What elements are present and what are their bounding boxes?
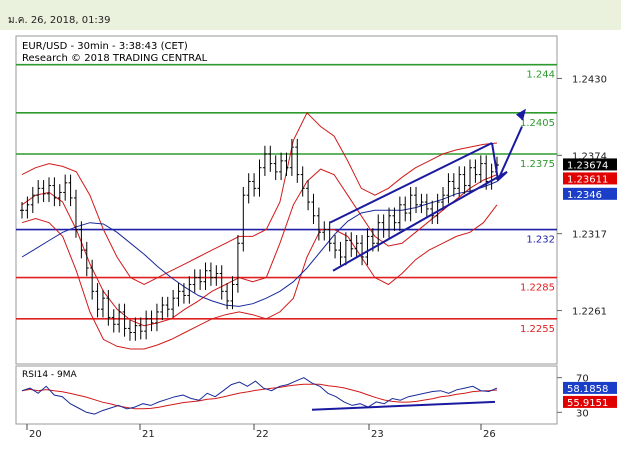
rsi-badge-1-text: 55.9151 (567, 398, 608, 409)
chart-title: EUR/USD - 30min - 3:38:43 (CET) (22, 41, 188, 52)
datetime-label: ม.ค. 26, 2018, 01:39 (8, 15, 111, 26)
chart-subtitle: Research © 2018 TRADING CENTRAL (22, 53, 208, 64)
rsi-trend-line (311, 400, 496, 411)
level-label-2: 1.2375 (520, 159, 555, 170)
rsi-panel (15, 365, 558, 425)
price-badge-1-text: 1.23611 (567, 174, 608, 185)
moving-averages (21, 168, 498, 327)
x-tick-label-2: 22 (256, 429, 269, 440)
x-tick-label-3: 23 (371, 429, 384, 440)
price-badge-2-box (563, 187, 617, 200)
level-label-4: 1.2285 (520, 283, 555, 294)
price-bars (20, 138, 499, 341)
trend-channel (329, 108, 526, 272)
blue-ma-line (21, 181, 498, 307)
level-label-0: 1.244 (526, 70, 555, 81)
bollinger-lower-line (21, 204, 498, 350)
y-tick-label-3: 1.2261 (572, 307, 607, 318)
rsi-tick-label-0: 70 (576, 374, 589, 385)
rsi-badge-0-box (563, 381, 617, 394)
rsi-title: RSI14 - 9MA (22, 370, 78, 380)
rsi-tick-label-1: 30 (576, 408, 589, 419)
x-tick-label-1: 21 (142, 429, 155, 440)
channel-upper-line (329, 142, 493, 224)
x-tick-label-4: 26 (483, 429, 496, 440)
price-badge-0-box (563, 158, 617, 171)
rsi-badge-1-box (563, 395, 617, 408)
level-lines: 1.244 1.2405 1.2375 1.232 1.2285 1.2255 (16, 63, 557, 335)
x-tick-label-0: 20 (29, 429, 42, 440)
level-label-1: 1.2405 (520, 118, 555, 129)
price-badges: 1.23674 1.23611 1.2346 58.1858 55.9151 (563, 158, 617, 409)
price-badge-1-box (563, 172, 617, 185)
rsi-lines (21, 377, 498, 415)
y-tick-label-2: 1.2317 (572, 230, 607, 241)
forecast-arrow-head (516, 108, 526, 121)
rsi-badge-0-text: 58.1858 (567, 384, 608, 395)
price-badge-0-text: 1.23674 (567, 160, 608, 171)
channel-lower-line (332, 170, 508, 272)
y-tick-label-0: 1.2430 (572, 74, 607, 85)
forecast-arrow-line (497, 126, 523, 181)
price-badge-2-text: 1.2346 (567, 190, 602, 201)
level-label-5: 1.2255 (520, 324, 555, 335)
chart-labels: EUR/USD - 30min - 3:38:43 (CET) Research… (22, 41, 208, 380)
rsi-ma-line (21, 383, 498, 410)
level-label-3: 1.232 (526, 235, 555, 246)
price-panel (15, 35, 558, 365)
red-ma-line (21, 168, 498, 327)
rsi-line (21, 377, 498, 415)
axes: 1.2430 1.2374 1.2317 1.2261 70 30 20 21 22 23 26 (26, 74, 607, 440)
top-bar: ม.ค. 26, 2018, 01:39 (0, 0, 621, 30)
y-tick-label-1: 1.2374 (572, 151, 607, 162)
